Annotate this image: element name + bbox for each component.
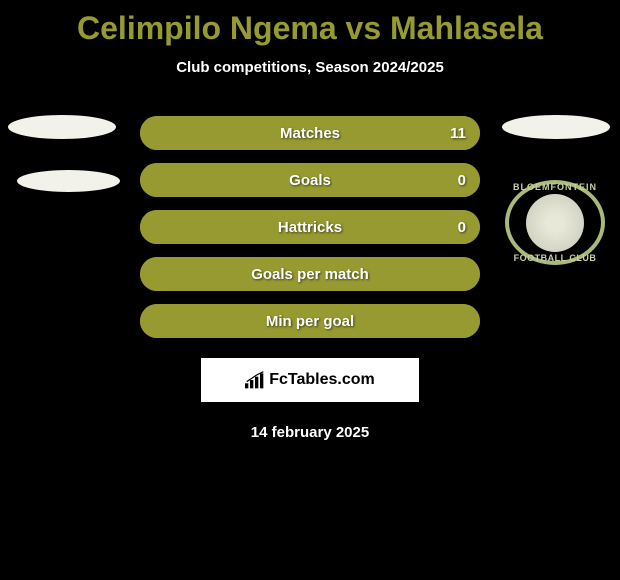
stat-value-right: 0 xyxy=(458,172,466,189)
date-text: 14 february 2025 xyxy=(0,424,620,441)
club-badge-right: BLOEMFONTEIN FOOTBALL CLUB xyxy=(505,180,605,265)
club-badge-inner xyxy=(526,194,584,252)
stat-row: Hattricks 0 xyxy=(140,210,480,244)
stat-label: Min per goal xyxy=(266,313,354,330)
player-left-badge-2 xyxy=(17,170,120,192)
stat-value-right: 11 xyxy=(450,125,466,142)
stat-row: Goals per match xyxy=(140,257,480,291)
stat-label: Matches xyxy=(280,125,340,142)
player-right-badge-1 xyxy=(502,115,610,139)
comparison-title: Celimpilo Ngema vs Mahlasela xyxy=(0,0,620,47)
stat-label: Hattricks xyxy=(278,219,342,236)
club-badge-bottom-text: FOOTBALL CLUB xyxy=(509,253,601,263)
club-badge-top-text: BLOEMFONTEIN xyxy=(509,182,601,192)
bars-icon xyxy=(245,371,265,389)
stat-value-right: 0 xyxy=(458,219,466,236)
stat-row: Goals 0 xyxy=(140,163,480,197)
stat-row: Min per goal xyxy=(140,304,480,338)
brand-box[interactable]: FcTables.com xyxy=(201,358,419,402)
stat-row: Matches 11 xyxy=(140,116,480,150)
stat-label: Goals per match xyxy=(251,266,369,283)
stat-label: Goals xyxy=(289,172,331,189)
player-left-badge-1 xyxy=(8,115,116,139)
comparison-subtitle: Club competitions, Season 2024/2025 xyxy=(0,59,620,76)
brand-text: FcTables.com xyxy=(269,371,375,389)
brand-box-inner: FcTables.com xyxy=(203,360,417,400)
